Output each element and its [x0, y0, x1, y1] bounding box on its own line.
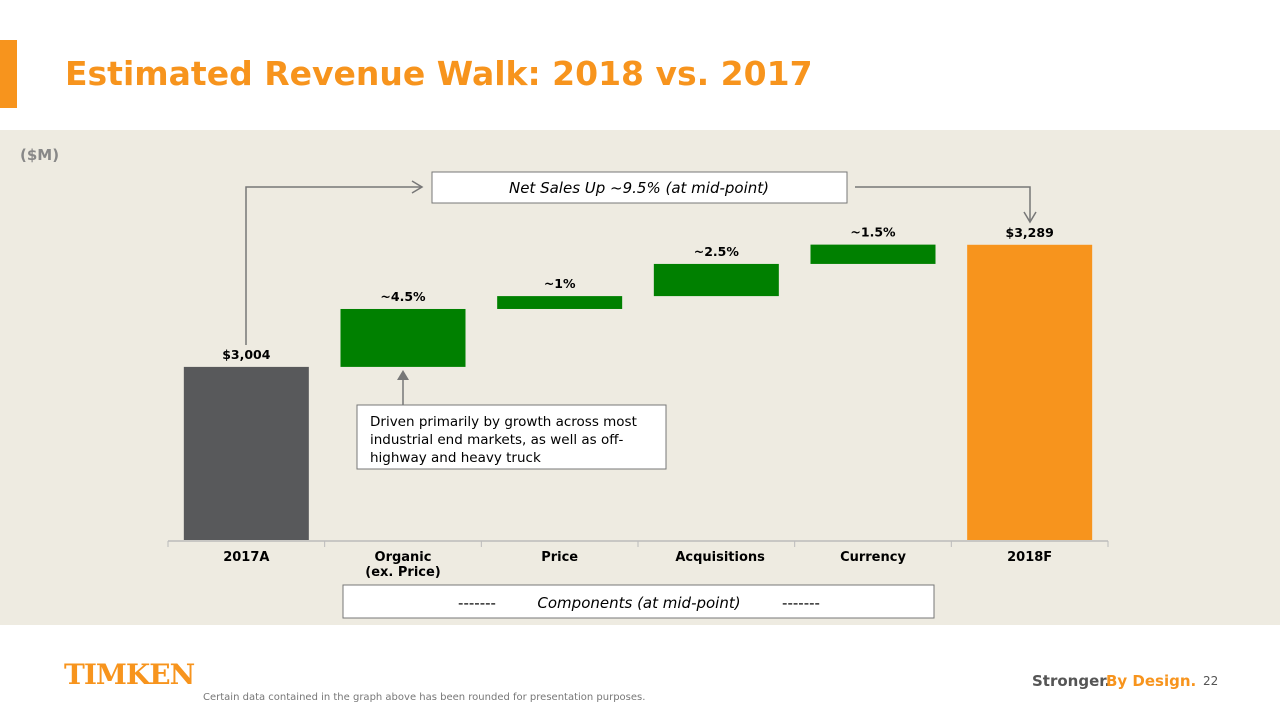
bar — [653, 263, 779, 297]
footnote: Certain data contained in the graph abov… — [203, 692, 646, 703]
arrow-head — [397, 370, 409, 380]
title: Estimated Revenue Walk: 2018 vs. 2017 — [65, 54, 813, 93]
x-tick-label: Organic (ex. Price) — [365, 550, 441, 580]
data-label: ~2.5% — [694, 244, 740, 259]
accent-bar — [0, 40, 17, 108]
data-label: ~4.5% — [380, 289, 426, 304]
bar — [183, 366, 309, 540]
annotation-box — [356, 404, 667, 470]
bar — [967, 244, 1093, 540]
annotation: ------- — [782, 594, 820, 612]
connector-arrow — [855, 186, 1031, 222]
x-tick-label: Currency — [840, 550, 906, 565]
annotation: Components (at mid-point) — [537, 594, 740, 612]
x-tick-label: Acquisitions — [675, 550, 765, 565]
annotation: Net Sales Up ~9.5% (at mid-point) — [509, 179, 769, 197]
bar — [497, 296, 623, 309]
page-number: 22 — [1203, 674, 1219, 688]
x-tick-label: 2017A — [223, 550, 270, 565]
data-label: ~1.5% — [850, 225, 896, 240]
annotation: Driven primarily by growth across most i… — [370, 414, 637, 466]
data-label: ~1% — [544, 276, 576, 291]
data-label: $3,004 — [222, 347, 271, 362]
arrow-head — [411, 180, 424, 194]
x-tick-label: Price — [541, 550, 579, 565]
annotation: ------- — [458, 594, 496, 612]
bar — [340, 308, 466, 367]
data-label: $3,289 — [1006, 225, 1054, 240]
connector-arrow — [245, 186, 422, 345]
x-tick-label: 2018F — [1007, 550, 1053, 565]
arrow-head — [1023, 211, 1037, 224]
unit-label: ($M) — [20, 146, 60, 164]
tagline: By Design. — [1106, 672, 1197, 690]
annotation-box — [342, 584, 935, 619]
bar — [810, 244, 936, 264]
annotation-box — [431, 171, 848, 204]
logo: TIMKEN — [64, 658, 195, 691]
tagline: Stronger. — [1032, 672, 1111, 690]
